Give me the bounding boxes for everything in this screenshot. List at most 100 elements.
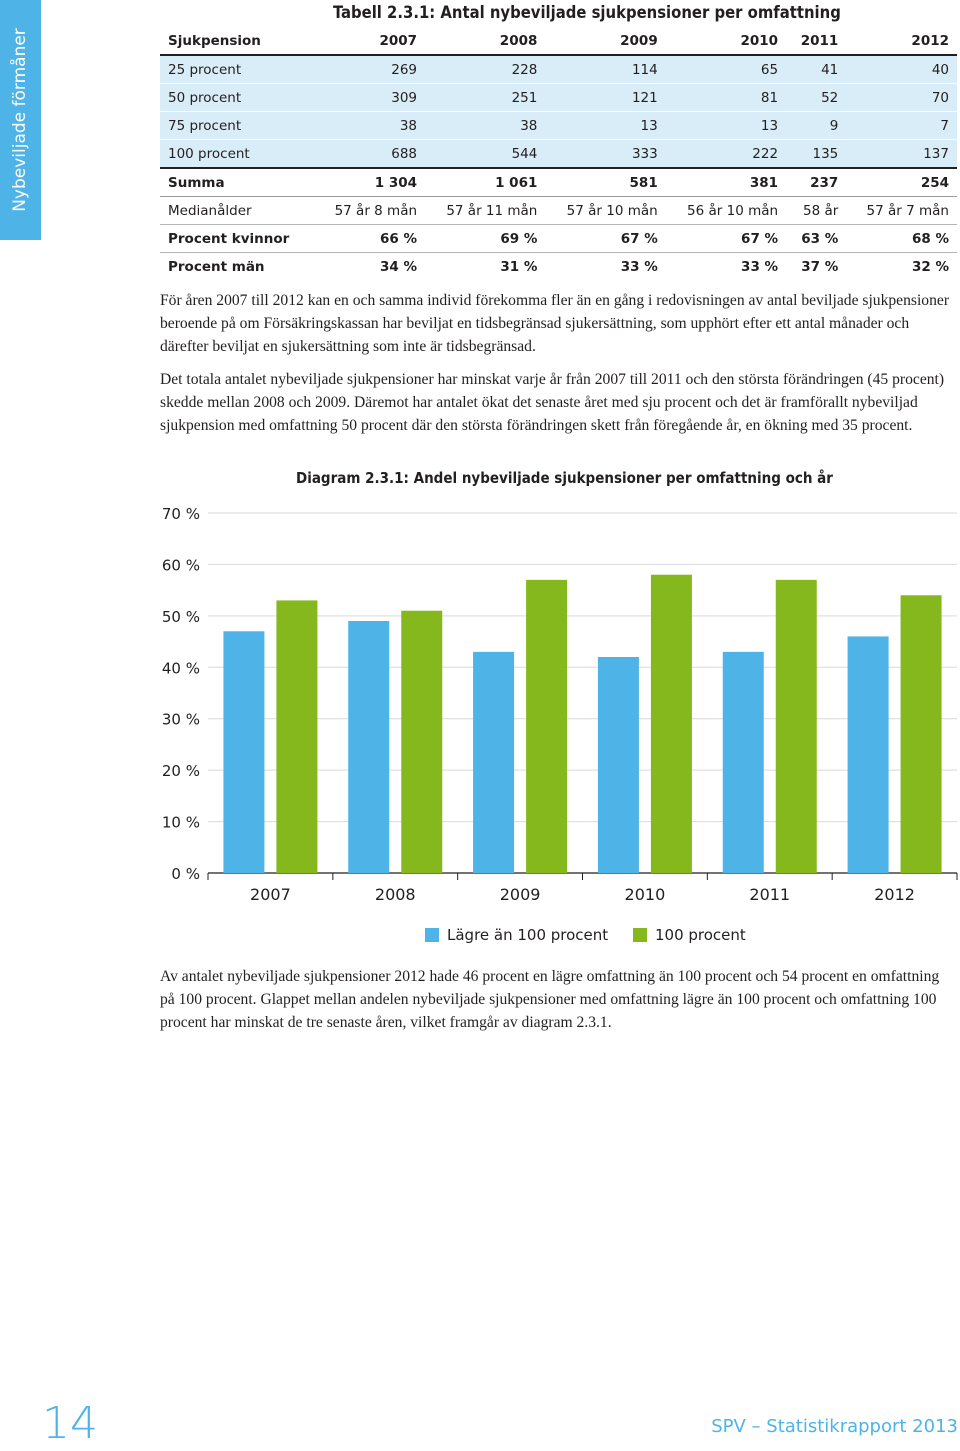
- bar-full-2007: [276, 600, 318, 873]
- table-cell: 581: [545, 167, 666, 197]
- y-tick-label: 10 %: [162, 814, 200, 832]
- bar-lower-2011: [722, 651, 764, 873]
- y-tick-label: 70 %: [162, 505, 200, 523]
- table-row: 50 procent 309 251 121 81 52 70: [160, 83, 957, 112]
- legend-item-full: 100 procent: [633, 926, 746, 944]
- table-cell: 251: [425, 83, 546, 112]
- table-row-summa: Summa 1 304 1 061 581 381 237 254: [160, 167, 957, 197]
- table-cell: 237: [786, 167, 847, 197]
- bar-full-2009: [526, 579, 568, 873]
- bar-full-2010: [650, 574, 692, 873]
- table-row: 100 procent 688 544 333 222 135 137: [160, 139, 957, 169]
- x-tick-label: 2012: [874, 885, 915, 904]
- bar-lower-2012: [847, 636, 889, 873]
- header-cell: 2012: [846, 27, 957, 56]
- legend-label: Lägre än 100 procent: [447, 926, 609, 944]
- table-cell: 222: [665, 139, 787, 169]
- y-tick-label: 30 %: [162, 711, 200, 729]
- table-cell: 57 år 8 mån: [314, 196, 426, 225]
- x-tick-label: 2007: [250, 885, 291, 904]
- table-cell: 38: [314, 111, 426, 140]
- table-cell: 1 304: [314, 167, 426, 197]
- header-cell: 2010: [665, 27, 787, 56]
- bar-lower-2007: [223, 631, 265, 873]
- header-cell: 2009: [545, 27, 666, 56]
- legend-item-lower: Lägre än 100 procent: [425, 926, 608, 944]
- table-cell: 41: [786, 55, 847, 84]
- table-cell: Summa: [160, 167, 315, 197]
- table-cell: 269: [314, 55, 426, 84]
- table-cell: 57 år 10 mån: [545, 196, 666, 225]
- table-cell: 63 %: [786, 224, 847, 253]
- table-cell: 68 %: [846, 224, 957, 253]
- x-tick-label: 2009: [500, 885, 541, 904]
- y-tick-label: 20 %: [162, 762, 200, 780]
- table-cell: 254: [846, 167, 957, 197]
- paragraph-analysis: Det totala antalet nybeviljade sjukpensi…: [160, 371, 945, 434]
- table-row: Procent män 34 % 31 % 33 % 33 % 37 % 32 …: [160, 253, 957, 281]
- table-cell: 40: [846, 55, 957, 84]
- table-cell: 135: [786, 139, 847, 169]
- table-cell: Medianålder: [160, 196, 315, 225]
- table-row: Procent kvinnor 66 % 69 % 67 % 67 % 63 %…: [160, 224, 957, 253]
- bar-full-2011: [775, 579, 817, 873]
- bar-full-2008: [401, 610, 443, 873]
- table-title: Tabell 2.3.1: Antal nybeviljade sjukpens…: [333, 3, 841, 22]
- table-cell: 100 procent: [160, 139, 315, 169]
- table-cell: 381: [665, 167, 787, 197]
- page-number: 14: [42, 1398, 98, 1449]
- table-cell: 56 år 10 mån: [665, 196, 787, 225]
- table-cell: 37 %: [801, 258, 839, 275]
- header-cell: 2011: [786, 27, 847, 56]
- header-cell: 2007: [314, 27, 426, 56]
- table-cell: 137: [846, 139, 957, 169]
- section-label: Nybeviljade förmåner: [10, 28, 30, 212]
- bar-lower-2008: [348, 621, 390, 873]
- table-row: 25 procent 269 228 114 65 41 40: [160, 55, 957, 84]
- table-cell: 67 %: [665, 224, 787, 253]
- y-tick-label: 0 %: [171, 865, 200, 883]
- table-cell: 31 %: [500, 258, 538, 275]
- bar-lower-2009: [473, 651, 515, 873]
- table-cell: Procent män: [168, 258, 265, 275]
- table-cell: 66 %: [314, 224, 426, 253]
- table-row: 75 procent 38 38 13 13 9 7: [160, 111, 957, 140]
- paragraph-note: För åren 2007 till 2012 kan en och samma…: [160, 292, 950, 355]
- table-cell: 69 %: [425, 224, 546, 253]
- y-tick-label: 50 %: [162, 608, 200, 626]
- table-cell: 228: [425, 55, 546, 84]
- table-cell: 9: [786, 111, 847, 140]
- chart-title: Diagram 2.3.1: Andel nybeviljade sjukpen…: [296, 469, 833, 487]
- table-cell: 34 %: [380, 258, 418, 275]
- table-cell: 309: [314, 83, 426, 112]
- legend-swatch-green: [633, 928, 647, 942]
- data-table: Sjukpension 2007 2008 2009 2010 2011 201…: [160, 27, 957, 280]
- table-cell: 70: [846, 83, 957, 112]
- table-row: Medianålder 57 år 8 mån 57 år 11 mån 57 …: [160, 196, 957, 225]
- table-cell: 58 år: [786, 196, 847, 225]
- table-cell: 65: [665, 55, 787, 84]
- footer-label: SPV – Statistikrapport 2013: [711, 1416, 958, 1437]
- table-cell: 52: [786, 83, 847, 112]
- table-cell: 13: [545, 111, 666, 140]
- table-cell: 50 procent: [160, 83, 315, 112]
- table-cell: 67 %: [545, 224, 666, 253]
- table-cell: 25 procent: [160, 55, 315, 84]
- table-cell: 114: [545, 55, 666, 84]
- bar-full-2012: [900, 595, 942, 873]
- bar-lower-2010: [597, 657, 639, 873]
- table-cell: 33 %: [620, 258, 658, 275]
- table-cell: 544: [425, 139, 546, 169]
- table-cell: 1 061: [425, 167, 546, 197]
- table-cell: 75 procent: [160, 111, 315, 140]
- table-cell: 38: [425, 111, 546, 140]
- table-cell: 121: [545, 83, 666, 112]
- table-cell: 57 år 7 mån: [846, 196, 957, 225]
- x-tick-label: 2010: [625, 885, 666, 904]
- x-tick-label: 2011: [749, 885, 790, 904]
- paragraph-summary: Av antalet nybeviljade sjukpensioner 201…: [160, 968, 940, 1031]
- section-side-tab: Nybeviljade förmåner: [0, 0, 41, 240]
- header-cell: 2008: [425, 27, 546, 56]
- table-cell: 13: [665, 111, 787, 140]
- table-cell: 32 %: [911, 258, 949, 275]
